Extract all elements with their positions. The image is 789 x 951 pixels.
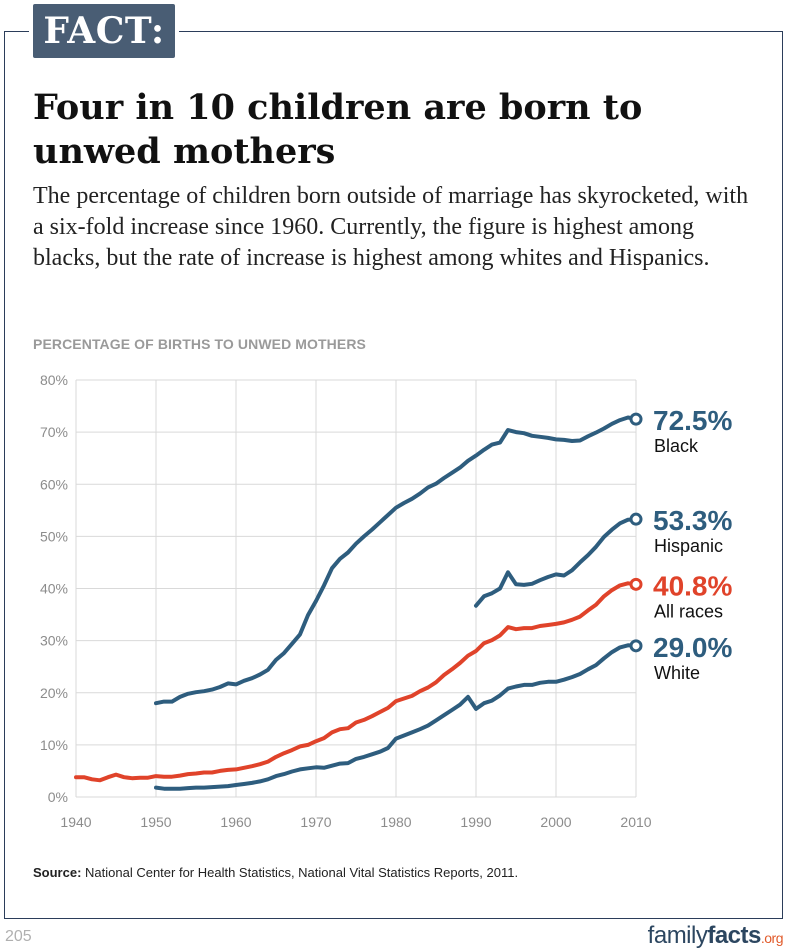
series-name-black: Black xyxy=(654,436,699,456)
source-label: Source: xyxy=(33,865,82,880)
fact-badge: FACT: xyxy=(29,0,179,62)
series-line-white xyxy=(154,643,638,791)
y-tick-label: 80% xyxy=(40,372,68,388)
y-tick-label: 50% xyxy=(40,528,68,544)
y-tick-label: 40% xyxy=(40,581,68,597)
y-tick-label: 10% xyxy=(40,737,68,753)
line-chart: 0%10%20%30%40%50%60%70%80% 1940 1950 1960 1… xyxy=(40,372,733,830)
end-value-hispanic: 53.3% xyxy=(653,505,732,536)
series-lines xyxy=(74,412,643,791)
x-tick-label: 1940 xyxy=(60,814,91,830)
end-marker-white xyxy=(629,639,643,653)
end-value-black: 72.5% xyxy=(653,405,732,436)
series-line-hispanic xyxy=(474,517,638,608)
page-number: 205 xyxy=(5,928,32,945)
series-line-black xyxy=(154,415,638,706)
fact-badge-label: FACT: xyxy=(33,4,175,58)
y-tick-label: 60% xyxy=(40,476,68,492)
x-tick-label: 1970 xyxy=(300,814,331,830)
x-axis-ticks: 1940 1950 1960 1970 1980 1990 2000 2010 xyxy=(60,814,651,830)
end-marker-black xyxy=(629,412,643,426)
grid-lines xyxy=(75,379,637,798)
x-tick-label: 1990 xyxy=(460,814,491,830)
logo-part-family: family xyxy=(647,922,708,949)
source-text: National Center for Health Statistics, N… xyxy=(81,865,519,880)
x-tick-label: 1980 xyxy=(380,814,411,830)
end-marker-hispanic xyxy=(629,512,643,526)
y-tick-label: 70% xyxy=(40,424,68,440)
x-tick-label: 1950 xyxy=(140,814,171,830)
y-tick-label: 30% xyxy=(40,633,68,649)
series-name-white: White xyxy=(654,663,700,683)
end-value-white: 29.0% xyxy=(653,632,732,663)
logo-part-org: .org xyxy=(760,930,784,946)
chart-title: PERCENTAGE OF BIRTHS TO UNWED MOTHERS xyxy=(33,336,366,352)
series-line-all-races xyxy=(74,581,638,783)
intro-text: The percentage of children born outside … xyxy=(33,183,749,271)
end-value-all-races: 40.8% xyxy=(653,570,732,601)
x-tick-label: 2010 xyxy=(620,814,651,830)
source-note: Source: National Center for Health Stati… xyxy=(33,865,518,880)
familyfacts-logo[interactable]: familyfacts.org xyxy=(647,922,784,950)
x-tick-label: 2000 xyxy=(540,814,571,830)
y-tick-label: 0% xyxy=(48,789,68,805)
headline: Four in 10 children are born to unwed mo… xyxy=(33,87,643,172)
card-frame xyxy=(4,31,783,919)
end-labels: 72.5%Black 53.3%Hispanic 40.8%All races 29.… xyxy=(653,405,732,683)
series-name-hispanic: Hispanic xyxy=(654,536,723,556)
x-tick-label: 1960 xyxy=(220,814,251,830)
y-axis-ticks: 0% 10% 20% 30% 40% 50% 60% 70% 80% xyxy=(40,372,68,805)
logo-part-facts: facts xyxy=(707,922,761,949)
end-marker-all-races xyxy=(629,577,643,591)
series-name-all-races: All races xyxy=(654,601,723,621)
y-tick-label: 20% xyxy=(40,685,68,701)
